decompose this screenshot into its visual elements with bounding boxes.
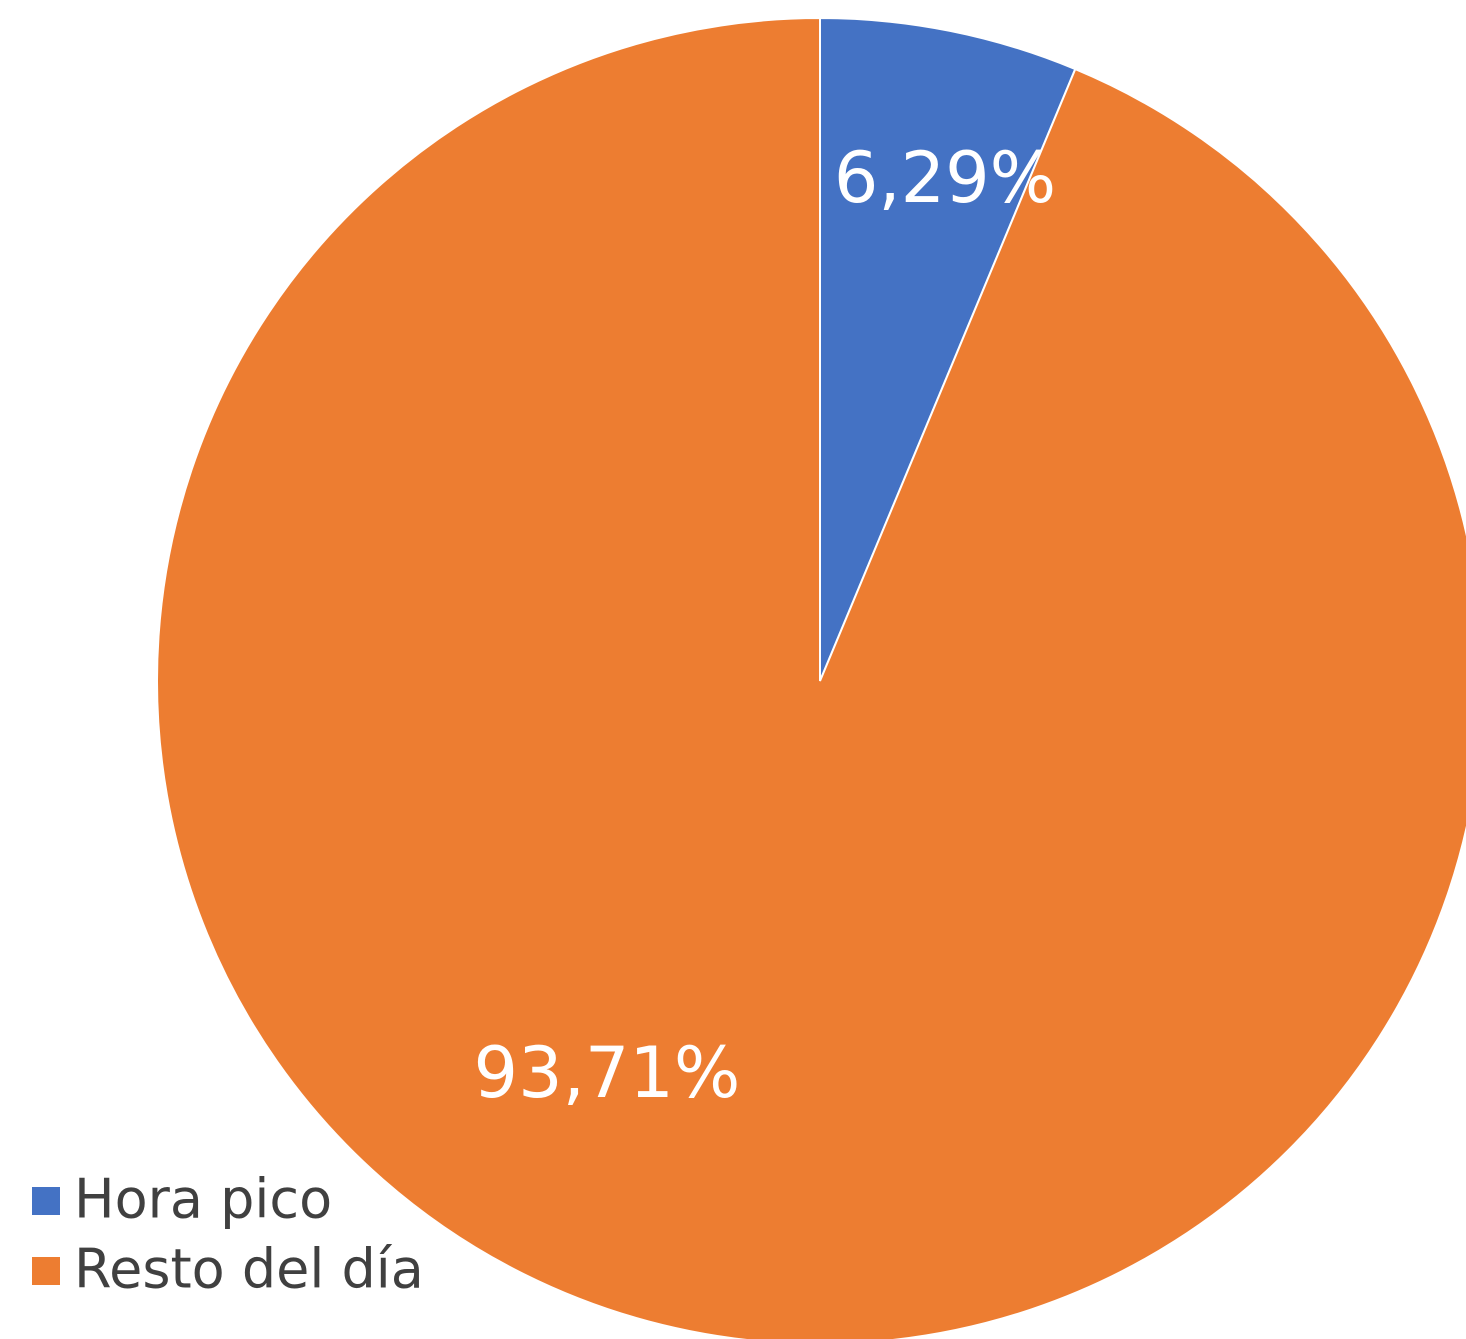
legend-swatch [32,1187,60,1215]
value-label: 6,29% [834,137,1056,219]
value-label: 93,71% [474,1032,741,1114]
legend-swatch [32,1257,60,1285]
pie-slice [156,16,1466,1339]
legend-text: Resto del día [74,1238,424,1301]
legend-text: Hora pico [74,1168,332,1231]
pie-slice [819,16,1077,682]
